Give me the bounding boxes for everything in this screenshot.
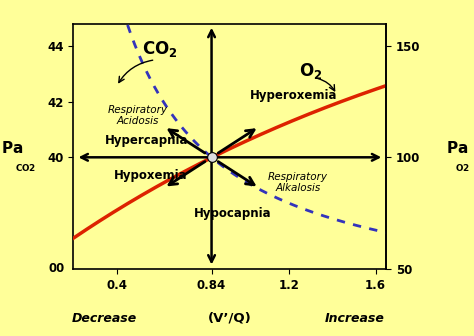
Text: Hypercapnia: Hypercapnia <box>105 134 189 147</box>
Text: $\mathbf{O_2}$: $\mathbf{O_2}$ <box>299 61 322 81</box>
Text: Hypocapnia: Hypocapnia <box>194 207 272 219</box>
Text: Hyperoxemia: Hyperoxemia <box>250 89 337 102</box>
Text: $\mathbf{_{CO2}}$: $\mathbf{_{CO2}}$ <box>15 162 37 174</box>
Text: Increase: Increase <box>325 312 385 325</box>
Text: $\mathbf{Pa}$: $\mathbf{Pa}$ <box>0 140 23 156</box>
Text: $\mathbf{CO_2}$: $\mathbf{CO_2}$ <box>142 39 178 58</box>
Text: Respiratory
Alkalosis: Respiratory Alkalosis <box>268 172 328 193</box>
Text: $\mathbf{Pa}$: $\mathbf{Pa}$ <box>446 140 469 156</box>
Text: (V’/Q): (V’/Q) <box>208 312 252 325</box>
Text: 00: 00 <box>49 262 65 275</box>
Text: Decrease: Decrease <box>72 312 137 325</box>
Text: Respiratory
Acidosis: Respiratory Acidosis <box>108 105 168 126</box>
Text: Hypoxemia: Hypoxemia <box>114 169 188 182</box>
Text: $\mathbf{_{O2}}$: $\mathbf{_{O2}}$ <box>455 162 470 174</box>
